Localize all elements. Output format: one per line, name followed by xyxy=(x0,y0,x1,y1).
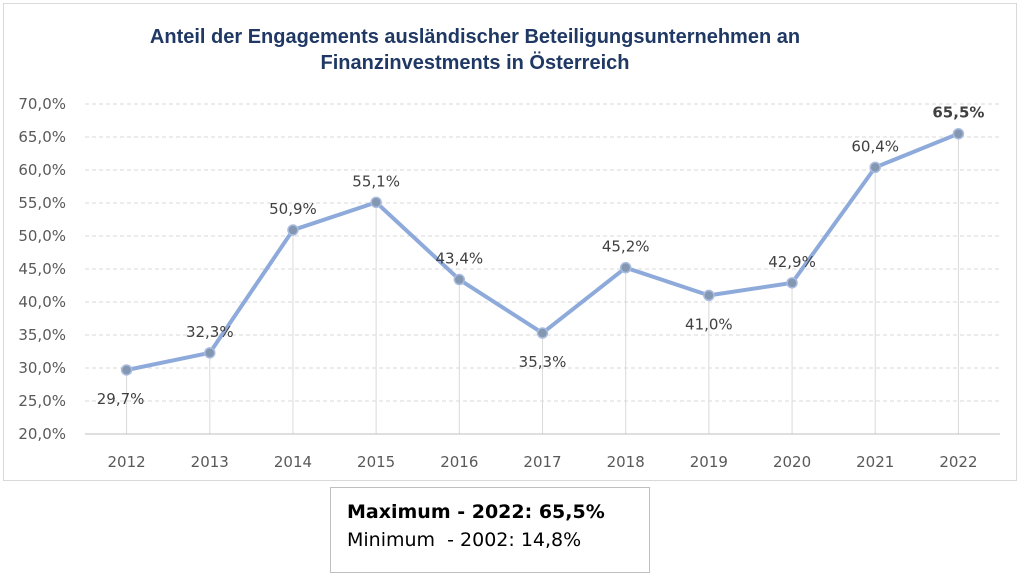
data-point xyxy=(786,277,798,289)
data-label: 65,5% xyxy=(932,104,984,122)
y-tick-label: 25,0% xyxy=(18,392,66,410)
x-tick-label: 2015 xyxy=(357,453,395,471)
maximum-text: Maximum - 2022: 65,5% xyxy=(347,501,605,523)
x-tick-label: 2021 xyxy=(856,453,894,471)
data-label: 45,2% xyxy=(602,238,650,256)
data-point xyxy=(536,327,549,339)
data-label: 42,9% xyxy=(768,253,816,271)
y-tick-label: 40,0% xyxy=(18,293,66,311)
x-tick-label: 2016 xyxy=(440,453,478,471)
y-tick-label: 55,0% xyxy=(18,194,66,212)
data-label: 55,1% xyxy=(352,172,400,190)
data-label: 43,4% xyxy=(435,250,483,268)
data-point xyxy=(703,289,715,302)
y-tick-label: 30,0% xyxy=(18,359,66,377)
data-label: 32,3% xyxy=(186,323,234,341)
info-box: Maximum - 2022: 65,5% Minimum - 2002: 14… xyxy=(330,487,650,573)
data-point xyxy=(619,261,632,274)
x-tick-label: 2012 xyxy=(107,453,145,471)
data-point xyxy=(952,127,965,140)
y-tick-label: 45,0% xyxy=(18,260,66,278)
x-tick-label: 2020 xyxy=(773,453,811,471)
data-point xyxy=(204,347,216,359)
y-tick-label: 60,0% xyxy=(18,161,66,179)
chart-title: Anteil der Engagements ausländischer Bet… xyxy=(149,26,801,74)
x-tick-label: 2013 xyxy=(191,453,229,471)
data-label: 50,9% xyxy=(269,200,317,218)
data-label: 41,0% xyxy=(685,315,733,333)
x-tick-label: 2018 xyxy=(607,453,645,471)
y-tick-label: 50,0% xyxy=(18,227,66,245)
x-tick-label: 2014 xyxy=(274,453,312,471)
line-chart: 20,0% 25,0% 30,0% 35,0% 40,0% 45,0% 50,0% 55,0%… xyxy=(18,95,1000,471)
data-point xyxy=(287,224,299,236)
data-point xyxy=(120,364,133,376)
data-point xyxy=(453,273,466,286)
data-label: 35,3% xyxy=(519,353,567,371)
minimum-text: Minimum - 2002: 14,8% xyxy=(347,529,582,551)
y-tick-label: 65,0% xyxy=(18,128,66,146)
data-point xyxy=(370,196,382,209)
y-tick-label: 35,0% xyxy=(18,326,66,344)
x-tick-label: 2019 xyxy=(690,453,728,471)
x-tick-label: 2022 xyxy=(939,453,977,471)
x-tick-label: 2017 xyxy=(523,453,561,471)
data-label: 60,4% xyxy=(851,137,899,155)
data-point xyxy=(869,161,881,174)
y-tick-label: 20,0% xyxy=(18,425,66,443)
data-label: 29,7% xyxy=(97,390,145,408)
y-tick-label: 70,0% xyxy=(18,95,66,113)
